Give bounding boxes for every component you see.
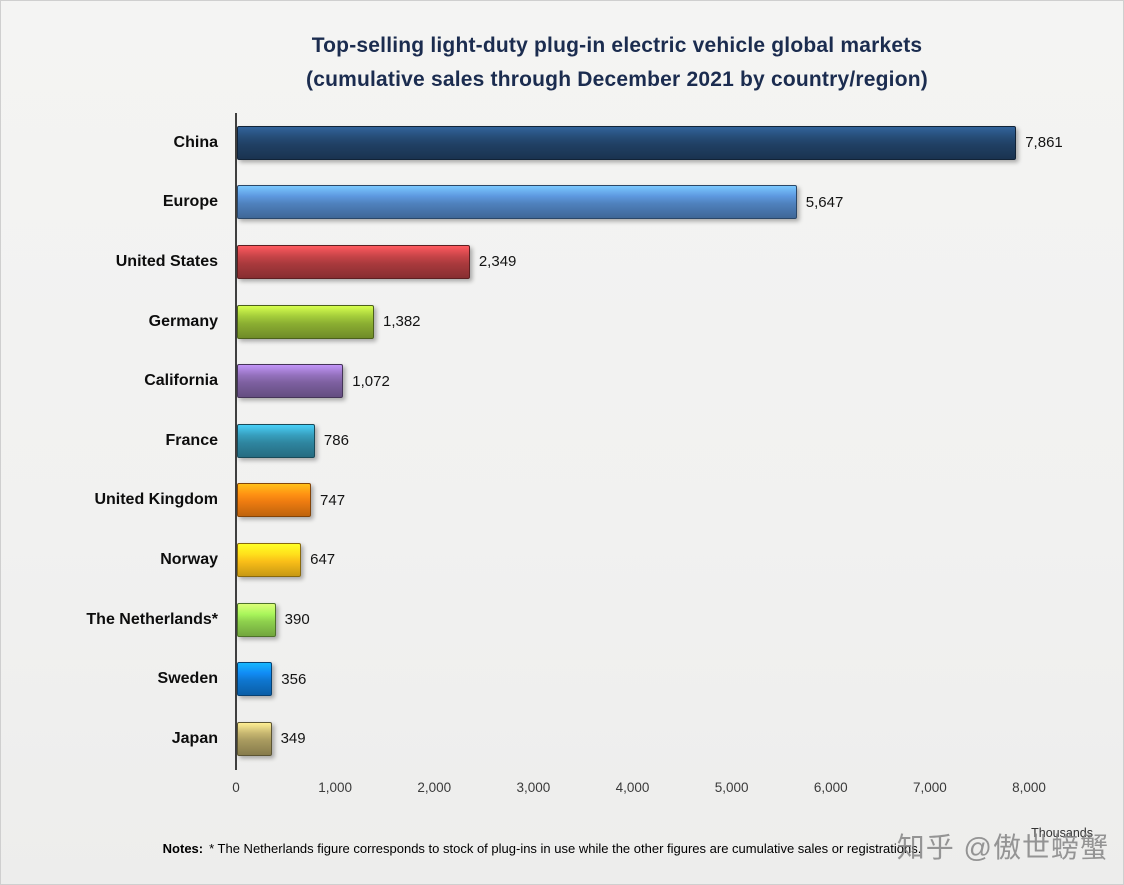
bar-row: China 7,861	[1, 113, 1123, 173]
x-axis-unit-label: Thousands	[1031, 826, 1093, 840]
category-label: Sweden	[157, 670, 218, 688]
bar-row: Japan 349	[1, 709, 1123, 769]
bar-row: United Kingdom 747	[1, 471, 1123, 531]
bar-row: Germany 1,382	[1, 292, 1123, 352]
category-label: Norway	[160, 550, 218, 568]
x-tick-label: 7,000	[912, 780, 947, 795]
bar-track: 5,647	[237, 185, 1030, 220]
bar	[237, 483, 312, 518]
category-label: China	[173, 133, 218, 151]
value-label: 7,861	[1025, 134, 1063, 152]
bar-row: Sweden 356	[1, 649, 1123, 709]
bar	[237, 662, 273, 697]
bar	[237, 185, 797, 220]
value-label: 5,647	[805, 193, 844, 211]
value-label: 349	[280, 730, 306, 748]
category-label: California	[144, 372, 218, 390]
bar-track: 1,072	[237, 364, 1030, 399]
bar-track: 1,382	[237, 304, 1030, 339]
x-tick-label: 2,000	[417, 780, 452, 795]
chart-title-line1: Top-selling light-duty plug-in electric …	[311, 34, 923, 57]
x-tick-label: 4,000	[615, 780, 650, 795]
value-label: 1,072	[352, 372, 390, 390]
value-label: 2,349	[478, 253, 517, 271]
x-axis-ticks: 0 1,000 2,000 3,000 4,000 5,000 6,000 7,000 8,00…	[232, 780, 1046, 800]
value-label: 786	[323, 432, 349, 450]
bar	[237, 542, 302, 577]
category-label: United States	[115, 252, 218, 270]
x-tick-label: 6,000	[813, 780, 848, 795]
value-label: 1,382	[382, 313, 421, 331]
x-tick-label: 8,000	[1012, 780, 1046, 795]
value-label: 356	[281, 670, 307, 688]
value-label: 390	[284, 611, 310, 629]
bar	[237, 244, 470, 279]
bar-track: 2,349	[237, 244, 1030, 279]
bar	[237, 304, 374, 339]
bar-row: The Netherlands* 390	[1, 590, 1123, 650]
watermark: 知乎 @傲世螃蟹	[896, 832, 1109, 863]
bar	[237, 721, 272, 756]
bar	[237, 602, 276, 637]
category-label: Europe	[162, 193, 218, 211]
x-tick-label: 0	[232, 780, 240, 795]
chart-title: Top-selling light-duty plug-in electric …	[131, 29, 1103, 97]
category-label: The Netherlands*	[86, 610, 218, 628]
category-label: Germany	[148, 312, 218, 330]
bar	[237, 423, 315, 458]
value-label: 647	[310, 551, 336, 569]
category-label: Japan	[171, 729, 218, 747]
notes-label: Notes:	[162, 841, 204, 856]
bar-track: 390	[237, 602, 1030, 637]
bar-rows: China 7,861 Europe 5,647 United States 2,349 G…	[1, 113, 1123, 769]
bar-row: Europe 5,647	[1, 173, 1123, 233]
x-tick-label: 1,000	[318, 780, 353, 795]
notes-text: * The Netherlands figure corresponds to …	[209, 841, 922, 856]
notes: Notes: * The Netherlands figure correspon…	[1, 841, 1083, 856]
category-label: France	[165, 431, 218, 449]
x-tick-label: 3,000	[516, 780, 551, 795]
chart-title-line2: (cumulative sales through December 2021 …	[306, 68, 928, 91]
y-axis-line	[235, 113, 237, 770]
bar-track: 7,861	[237, 125, 1063, 160]
bar-row: Norway 647	[1, 530, 1123, 590]
bar-row: France 786	[1, 411, 1123, 471]
category-label: United Kingdom	[94, 491, 218, 509]
bar	[237, 364, 344, 399]
bar-track: 647	[237, 542, 1030, 577]
bar-row: California 1,072	[1, 351, 1123, 411]
value-label: 747	[320, 491, 346, 509]
bar-row: United States 2,349	[1, 232, 1123, 292]
bar-track: 349	[237, 721, 1030, 756]
bar-track: 786	[237, 423, 1030, 458]
bar-track: 747	[237, 483, 1030, 518]
x-tick-label: 5,000	[714, 780, 749, 795]
bar	[237, 125, 1017, 160]
bar-track: 356	[237, 662, 1030, 697]
